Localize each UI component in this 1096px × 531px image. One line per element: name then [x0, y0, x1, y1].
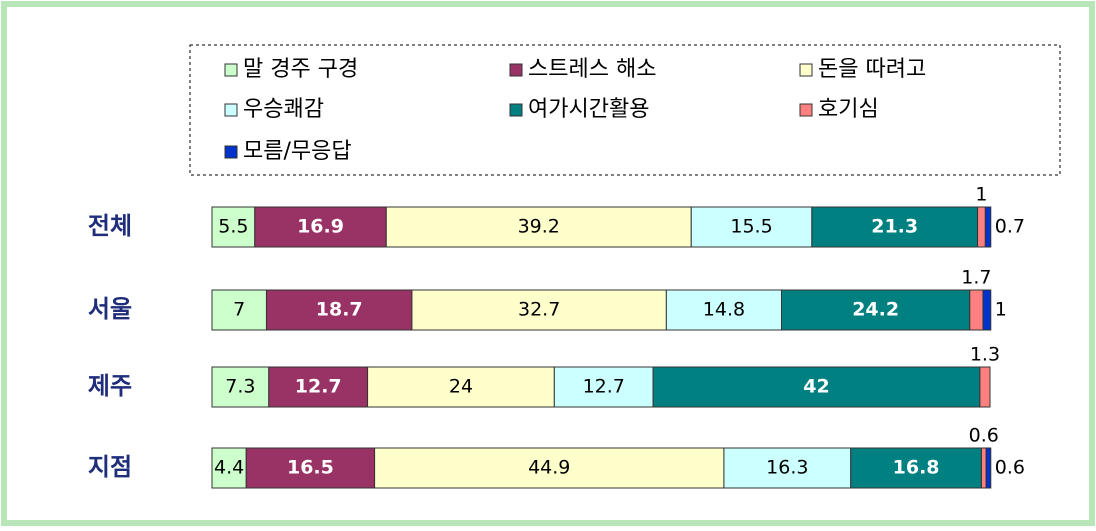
bar-segment — [979, 366, 991, 408]
bar-segment — [374, 447, 725, 489]
bar-segment — [211, 289, 267, 331]
value-label: 0.6 — [995, 457, 1025, 479]
value-label: 42 — [803, 376, 829, 398]
value-label: 16.8 — [893, 457, 940, 479]
bar-segment — [980, 447, 987, 489]
bar-segment — [652, 366, 981, 408]
value-label: 24 — [449, 376, 473, 398]
bar-segment — [367, 366, 555, 408]
bar-segment — [969, 289, 984, 331]
bar-segment — [245, 447, 376, 489]
legend-label: 스트레스 해소 — [528, 57, 656, 82]
bar-segment — [850, 447, 982, 489]
bar-segment — [211, 447, 247, 489]
bar-segment — [984, 206, 992, 248]
bar-segment — [211, 366, 270, 408]
legend-swatch — [509, 103, 523, 117]
bar-segment — [385, 206, 692, 248]
bar-segment — [690, 206, 813, 248]
bar-segment — [982, 289, 992, 331]
bar-segment — [411, 289, 667, 331]
value-label: 7.3 — [225, 376, 255, 398]
value-label: 21.3 — [871, 216, 918, 238]
legend-label: 모름/무응답 — [243, 139, 352, 164]
value-label: 24.2 — [852, 299, 899, 321]
value-label: 1.3 — [970, 344, 1000, 366]
value-label: 7 — [233, 299, 245, 321]
category-label: 전체 — [88, 212, 132, 240]
legend-swatch — [224, 145, 238, 159]
value-label: 18.7 — [316, 299, 363, 321]
legend-swatch — [799, 103, 813, 117]
category-label: 지점 — [88, 453, 132, 481]
legend-label: 돈을 따려고 — [818, 57, 926, 82]
value-label: 39.2 — [518, 216, 560, 238]
legend-label: 호기심 — [818, 97, 879, 122]
bar-segment — [268, 366, 369, 408]
category-label: 제주 — [88, 372, 132, 400]
bar-segment — [553, 366, 654, 408]
bar-segment — [265, 289, 413, 331]
value-label: 44.9 — [528, 457, 570, 479]
bar-segment — [211, 206, 256, 248]
legend-swatch — [224, 103, 238, 117]
legend-box — [189, 44, 1061, 176]
value-label: 1 — [995, 299, 1007, 321]
bar-segment — [723, 447, 852, 489]
legend-swatch — [224, 63, 238, 77]
value-label: 12.7 — [295, 376, 342, 398]
value-label: 0.6 — [969, 425, 999, 447]
legend-swatch — [509, 63, 523, 77]
value-label: 1 — [975, 184, 987, 206]
value-label: 4.4 — [214, 457, 244, 479]
value-label: 32.7 — [518, 299, 560, 321]
value-label: 16.5 — [287, 457, 334, 479]
value-label: 16.3 — [766, 457, 808, 479]
value-label: 15.5 — [730, 216, 772, 238]
value-label: 5.5 — [218, 216, 248, 238]
legend-label: 말 경주 구경 — [243, 57, 358, 82]
value-label: 16.9 — [297, 216, 344, 238]
value-label: 0.7 — [995, 216, 1025, 238]
bar-segment — [977, 206, 986, 248]
value-label: 12.7 — [583, 376, 625, 398]
category-label: 서울 — [88, 295, 132, 323]
bar-segment — [665, 289, 782, 331]
legend-label: 우승쾌감 — [243, 97, 324, 122]
bar-segment — [985, 447, 992, 489]
legend-swatch — [799, 63, 813, 77]
legend-label: 여가시간활용 — [528, 97, 649, 122]
value-label: 1.7 — [961, 267, 991, 289]
value-label: 14.8 — [703, 299, 745, 321]
